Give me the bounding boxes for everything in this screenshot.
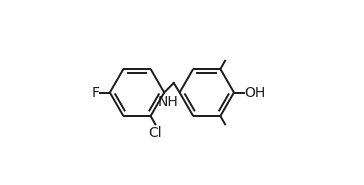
Text: OH: OH (244, 85, 265, 100)
Text: F: F (91, 85, 99, 100)
Text: NH: NH (158, 95, 178, 109)
Text: Cl: Cl (149, 126, 162, 140)
